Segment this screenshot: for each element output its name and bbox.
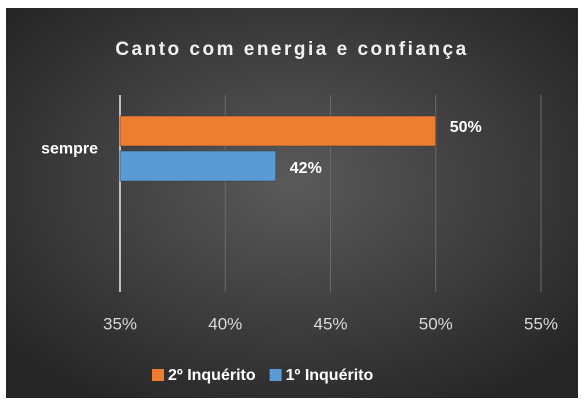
x-tick-label: 35% bbox=[103, 314, 137, 333]
y-tick-label: sempre bbox=[41, 141, 98, 158]
bar bbox=[119, 115, 436, 147]
x-tick-label: 55% bbox=[524, 314, 558, 333]
x-tick-label: 40% bbox=[208, 314, 242, 333]
legend-label: 2º Inquérito bbox=[168, 367, 256, 384]
chart-title: Canto com energia e confiança bbox=[115, 39, 468, 60]
legend-swatch bbox=[152, 369, 164, 381]
legend-swatch bbox=[269, 369, 282, 381]
value-label: 50% bbox=[450, 119, 482, 136]
legend-label: 1º Inquérito bbox=[286, 367, 374, 384]
bar bbox=[119, 150, 277, 182]
value-label: 42% bbox=[290, 160, 322, 177]
x-tick-label: 50% bbox=[419, 314, 453, 333]
x-tick-label: 45% bbox=[313, 314, 347, 333]
chart-background bbox=[6, 8, 578, 398]
